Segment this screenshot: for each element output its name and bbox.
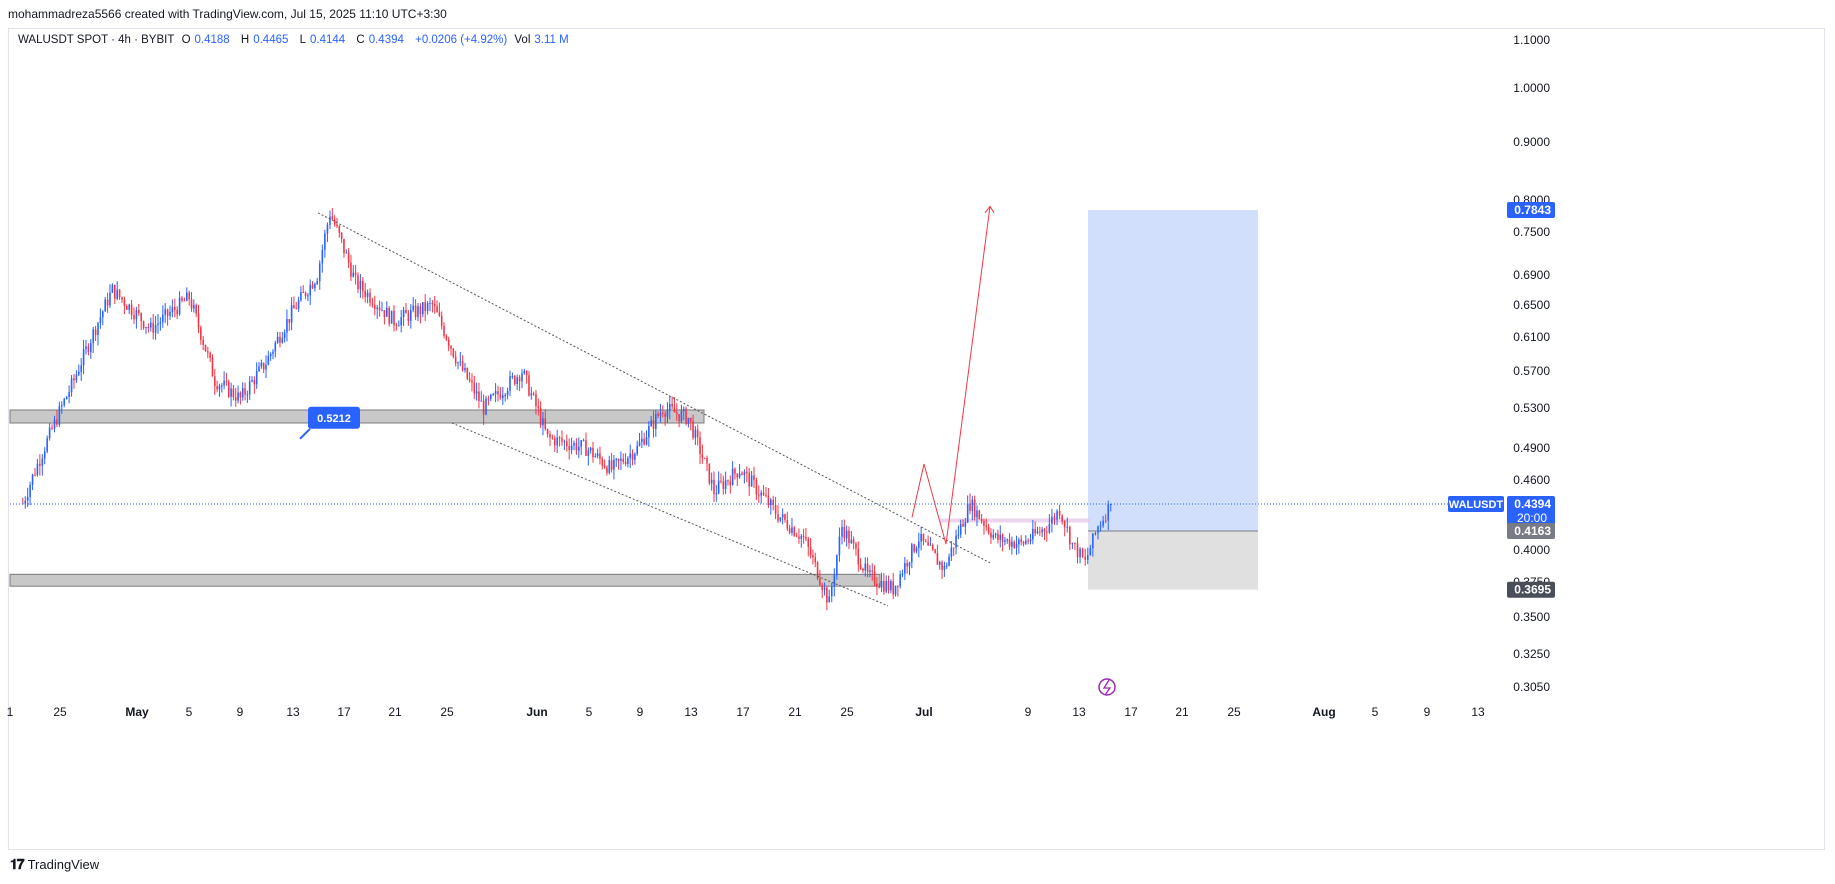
volume-value: 3.11 M [534, 34, 569, 46]
close-value: 0.4394 [368, 34, 404, 46]
open-label: O [181, 34, 191, 46]
high-value: 0.4465 [253, 34, 289, 46]
high-label: H [240, 34, 250, 46]
footer-branding: 𝟏𝟕 TradingView [10, 856, 99, 873]
symbol-label[interactable]: WALUSDT SPOT · 4h · BYBIT [18, 34, 175, 46]
close-label: C [356, 34, 365, 46]
chart-author-header: mohammadreza5566 created with TradingVie… [0, 0, 1835, 28]
ohlc-legend: WALUSDT SPOT · 4h · BYBIT O 0.4188 H 0.446… [18, 34, 577, 46]
tradingview-brand: TradingView [27, 857, 100, 872]
volume-label: Vol [514, 34, 531, 46]
change-value: +0.0206 (+4.92%) [415, 34, 508, 46]
open-value: 0.4188 [194, 34, 230, 46]
low-value: 0.4144 [310, 34, 346, 46]
low-label: L [299, 34, 307, 46]
tradingview-logo: 𝟏𝟕 [10, 856, 25, 872]
chart-frame [8, 28, 1825, 850]
